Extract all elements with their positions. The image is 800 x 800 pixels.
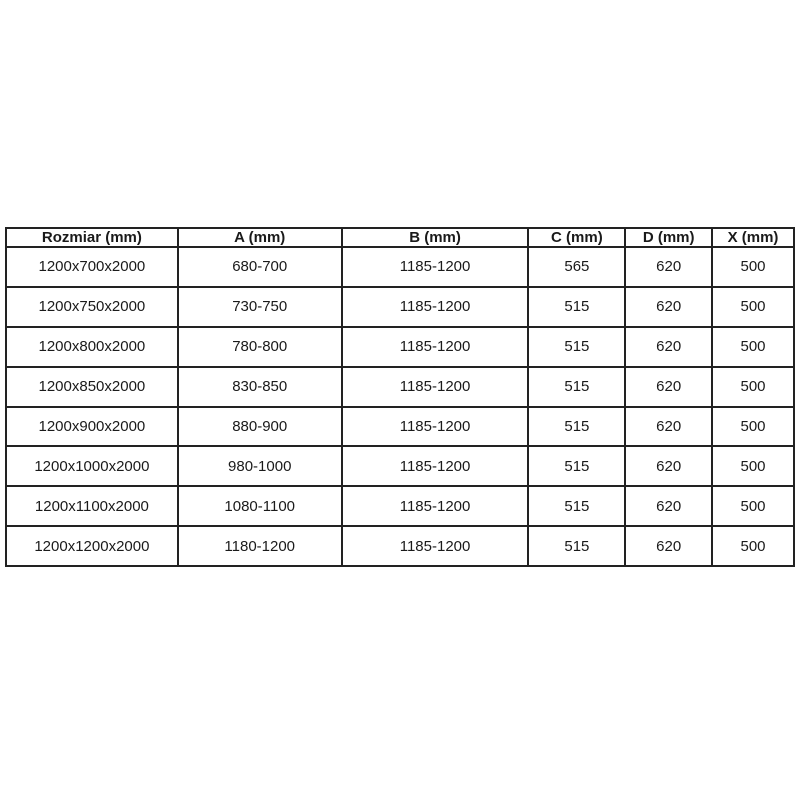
cell-c: 515: [527, 365, 627, 408]
column-header-b: B (mm): [340, 227, 530, 248]
cell-b: 1185-1200: [340, 405, 530, 448]
cell-x: 500: [711, 405, 795, 448]
cell-a: 730-750: [176, 285, 343, 328]
cell-b: 1185-1200: [340, 285, 530, 328]
cell-a: 880-900: [176, 405, 343, 448]
dimensions-table-container: Rozmiar (mm) A (mm) B (mm) C (mm) D (mm)…: [5, 227, 795, 567]
cell-b: 1185-1200: [340, 365, 530, 408]
cell-d: 620: [624, 445, 714, 488]
cell-c: 515: [527, 405, 627, 448]
cell-a: 980-1000: [176, 445, 343, 488]
cell-rozmiar: 1200x850x2000: [5, 365, 179, 408]
table-row: 1200x1100x2000 1080-1100 1185-1200 515 6…: [5, 485, 795, 528]
cell-x: 500: [711, 485, 795, 528]
cell-d: 620: [624, 246, 714, 288]
table-row: 1200x750x2000 730-750 1185-1200 515 620 …: [5, 285, 795, 328]
cell-rozmiar: 1200x1000x2000: [5, 445, 179, 488]
cell-x: 500: [711, 246, 795, 288]
header-row: Rozmiar (mm) A (mm) B (mm) C (mm) D (mm)…: [5, 227, 795, 248]
cell-b: 1185-1200: [340, 325, 530, 368]
table-row: 1200x900x2000 880-900 1185-1200 515 620 …: [5, 405, 795, 448]
column-header-rozmiar: Rozmiar (mm): [5, 227, 179, 248]
cell-c: 515: [527, 445, 627, 488]
cell-x: 500: [711, 445, 795, 488]
cell-a: 680-700: [176, 246, 343, 288]
cell-x: 500: [711, 525, 795, 567]
table-row: 1200x700x2000 680-700 1185-1200 565 620 …: [5, 246, 795, 288]
cell-d: 620: [624, 325, 714, 368]
column-header-d: D (mm): [624, 227, 714, 248]
cell-a: 1080-1100: [176, 485, 343, 528]
cell-a: 830-850: [176, 365, 343, 408]
cell-d: 620: [624, 525, 714, 567]
cell-b: 1185-1200: [340, 445, 530, 488]
cell-rozmiar: 1200x900x2000: [5, 405, 179, 448]
cell-c: 565: [527, 246, 627, 288]
column-header-a: A (mm): [176, 227, 343, 248]
cell-d: 620: [624, 365, 714, 408]
cell-d: 620: [624, 485, 714, 528]
cell-b: 1185-1200: [340, 485, 530, 528]
cell-d: 620: [624, 405, 714, 448]
cell-x: 500: [711, 365, 795, 408]
cell-rozmiar: 1200x1100x2000: [5, 485, 179, 528]
cell-b: 1185-1200: [340, 525, 530, 567]
cell-rozmiar: 1200x700x2000: [5, 246, 179, 288]
column-header-x: X (mm): [711, 227, 795, 248]
cell-a: 780-800: [176, 325, 343, 368]
column-header-c: C (mm): [527, 227, 627, 248]
cell-rozmiar: 1200x1200x2000: [5, 525, 179, 567]
cell-x: 500: [711, 285, 795, 328]
cell-x: 500: [711, 325, 795, 368]
cell-d: 620: [624, 285, 714, 328]
table-row: 1200x800x2000 780-800 1185-1200 515 620 …: [5, 325, 795, 368]
table-row: 1200x1200x2000 1180-1200 1185-1200 515 6…: [5, 525, 795, 567]
cell-a: 1180-1200: [176, 525, 343, 567]
cell-b: 1185-1200: [340, 246, 530, 288]
cell-c: 515: [527, 485, 627, 528]
table-row: 1200x1000x2000 980-1000 1185-1200 515 62…: [5, 445, 795, 488]
dimensions-table: Rozmiar (mm) A (mm) B (mm) C (mm) D (mm)…: [5, 227, 795, 567]
table-row: 1200x850x2000 830-850 1185-1200 515 620 …: [5, 365, 795, 408]
cell-c: 515: [527, 285, 627, 328]
cell-rozmiar: 1200x750x2000: [5, 285, 179, 328]
cell-c: 515: [527, 525, 627, 567]
cell-rozmiar: 1200x800x2000: [5, 325, 179, 368]
cell-c: 515: [527, 325, 627, 368]
